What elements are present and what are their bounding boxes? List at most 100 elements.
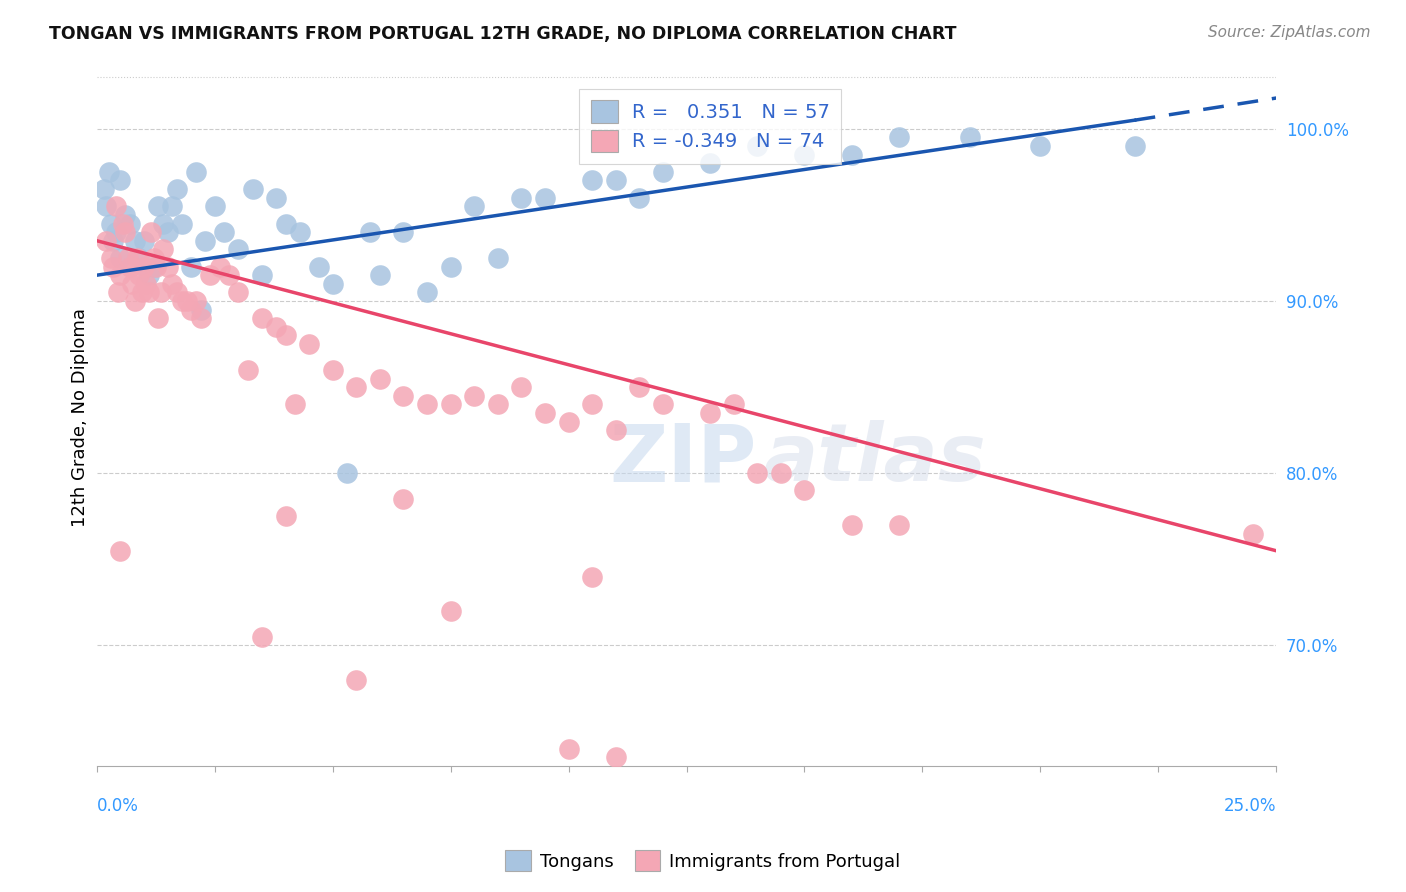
Point	[118, 217, 141, 231]
Point	[132, 234, 155, 248]
Point	[214, 225, 236, 239]
Point	[117, 251, 139, 265]
Point	[97, 165, 120, 179]
Point	[344, 673, 367, 687]
Point	[793, 483, 815, 498]
Point	[264, 319, 287, 334]
Point	[145, 260, 167, 274]
Point	[124, 234, 146, 248]
Point	[416, 285, 439, 300]
Point	[392, 389, 415, 403]
Point	[747, 139, 769, 153]
Point	[887, 130, 910, 145]
Point	[111, 217, 134, 231]
Y-axis label: 12th Grade, No Diploma: 12th Grade, No Diploma	[72, 308, 89, 527]
Point	[124, 293, 146, 308]
Point	[242, 182, 264, 196]
Point	[274, 328, 297, 343]
Point	[557, 741, 579, 756]
Point	[440, 397, 463, 411]
Point	[166, 285, 188, 300]
Point	[336, 467, 359, 481]
Legend: R =   0.351   N = 57, R = -0.349   N = 74: R = 0.351 N = 57, R = -0.349 N = 74	[579, 88, 841, 164]
Point	[368, 268, 391, 283]
Point	[486, 397, 509, 411]
Point	[228, 243, 250, 257]
Point	[359, 225, 381, 239]
Point	[170, 217, 193, 231]
Point	[581, 173, 603, 187]
Point	[250, 311, 273, 326]
Point	[208, 260, 231, 274]
Text: TONGAN VS IMMIGRANTS FROM PORTUGAL 12TH GRADE, NO DIPLOMA CORRELATION CHART: TONGAN VS IMMIGRANTS FROM PORTUGAL 12TH …	[49, 25, 956, 43]
Point	[769, 467, 792, 481]
Point	[723, 397, 745, 411]
Point	[184, 293, 207, 308]
Point	[198, 268, 221, 283]
Point	[651, 165, 673, 179]
Point	[138, 285, 160, 300]
Point	[557, 415, 579, 429]
Point	[1029, 139, 1052, 153]
Point	[96, 234, 118, 248]
Point	[156, 260, 179, 274]
Point	[250, 268, 273, 283]
Point	[114, 208, 136, 222]
Point	[605, 423, 627, 437]
Point	[1241, 526, 1264, 541]
Point	[699, 406, 721, 420]
Point	[156, 225, 179, 239]
Point	[110, 251, 132, 265]
Point	[228, 285, 250, 300]
Point	[93, 182, 115, 196]
Point	[107, 285, 129, 300]
Point	[110, 173, 132, 187]
Point	[118, 260, 141, 274]
Point	[793, 147, 815, 161]
Point	[416, 397, 439, 411]
Point	[148, 199, 170, 213]
Point	[166, 182, 188, 196]
Point	[841, 147, 863, 161]
Point	[841, 517, 863, 532]
Point	[142, 251, 165, 265]
Point	[510, 380, 533, 394]
Point	[605, 750, 627, 764]
Point	[190, 302, 212, 317]
Point	[104, 225, 127, 239]
Point	[747, 467, 769, 481]
Point	[440, 604, 463, 618]
Point	[176, 293, 198, 308]
Text: 25.0%: 25.0%	[1223, 797, 1277, 814]
Point	[204, 199, 226, 213]
Point	[486, 251, 509, 265]
Point	[298, 337, 321, 351]
Point	[131, 285, 153, 300]
Point	[128, 268, 150, 283]
Point	[121, 277, 143, 291]
Point	[284, 397, 307, 411]
Point	[152, 243, 174, 257]
Point	[959, 130, 981, 145]
Point	[628, 380, 651, 394]
Point	[274, 217, 297, 231]
Point	[132, 260, 155, 274]
Legend: Tongans, Immigrants from Portugal: Tongans, Immigrants from Portugal	[498, 843, 908, 879]
Point	[110, 268, 132, 283]
Point	[110, 543, 132, 558]
Point	[651, 397, 673, 411]
Point	[104, 199, 127, 213]
Point	[534, 191, 557, 205]
Point	[392, 491, 415, 506]
Point	[218, 268, 240, 283]
Point	[581, 569, 603, 583]
Point	[180, 260, 202, 274]
Point	[170, 293, 193, 308]
Point	[699, 156, 721, 170]
Point	[162, 277, 184, 291]
Point	[581, 397, 603, 411]
Text: 0.0%: 0.0%	[97, 797, 139, 814]
Point	[148, 311, 170, 326]
Point	[180, 302, 202, 317]
Point	[103, 260, 125, 274]
